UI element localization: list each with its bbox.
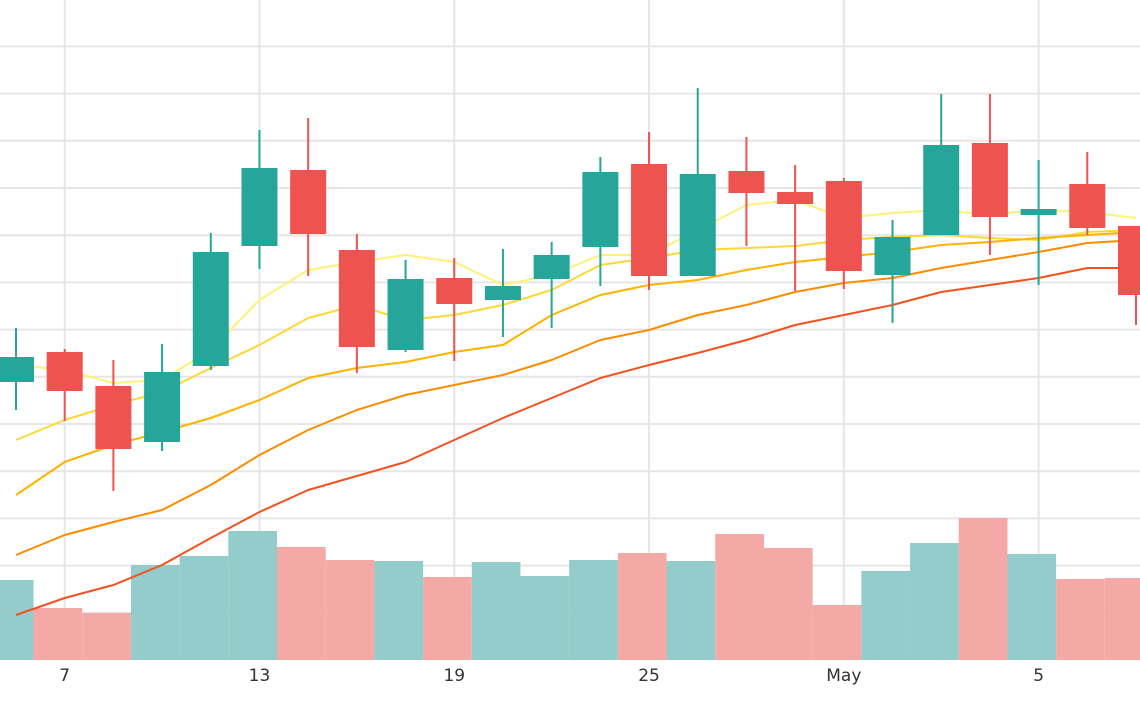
volume-bar [1104, 578, 1140, 660]
volume-bar [0, 580, 34, 660]
candle-body [436, 278, 473, 304]
volume-bar [130, 565, 180, 660]
candle-body [46, 352, 83, 391]
candle-body [1020, 209, 1057, 215]
candle-body [95, 386, 132, 449]
candle-body [971, 143, 1008, 217]
x-tick-label: 25 [638, 666, 660, 686]
x-tick-label: 13 [249, 666, 271, 686]
candle-body [484, 286, 521, 300]
candle-body [241, 168, 278, 246]
volume-bar [520, 576, 570, 660]
candle-body [582, 172, 619, 247]
candle-body [874, 237, 911, 275]
volume-bar [861, 571, 911, 660]
volume-bar [617, 553, 667, 660]
candle-body [387, 279, 424, 350]
moving-average-line [15, 267, 1136, 616]
candle-body [290, 170, 327, 234]
x-tick-label: 5 [1033, 666, 1044, 686]
x-tick-label: 19 [443, 666, 465, 686]
moving-average-line [15, 199, 1137, 384]
volume-bar [228, 531, 278, 660]
volume-bar [569, 560, 618, 660]
candle-body [923, 145, 960, 235]
volume-bar [958, 518, 1008, 660]
candle-body [192, 252, 229, 366]
volume-bar [277, 547, 326, 660]
volume-bar [82, 613, 131, 660]
volume-bar [812, 605, 862, 660]
x-tick-label: May [826, 666, 861, 686]
candle-body [1069, 184, 1106, 228]
candle-body [679, 174, 716, 276]
x-tick-label: 7 [59, 666, 70, 686]
candle-body [631, 164, 668, 276]
volume-bar [179, 556, 229, 660]
volume-bar [423, 577, 472, 660]
candle-body [728, 171, 765, 193]
volume-bar [715, 534, 764, 660]
volume-bar [33, 608, 83, 660]
moving-average-line [15, 239, 1137, 556]
volume-bar [374, 561, 424, 660]
candle-body [1118, 226, 1140, 295]
candle-body [533, 255, 570, 279]
volume-bar [325, 560, 375, 660]
candle-body [0, 357, 34, 382]
moving-average-line [15, 231, 1137, 496]
volume-bar [1056, 579, 1105, 660]
moving-average-line [15, 229, 1137, 441]
volume-bar [763, 548, 813, 660]
candle-body [338, 250, 375, 347]
candle-body [825, 181, 862, 271]
candle-body [144, 372, 181, 442]
volume-bar [666, 561, 716, 660]
volume-bar [471, 562, 521, 660]
candle-body [777, 192, 814, 204]
volume-bar [1007, 554, 1057, 660]
volume-bar [910, 543, 959, 660]
